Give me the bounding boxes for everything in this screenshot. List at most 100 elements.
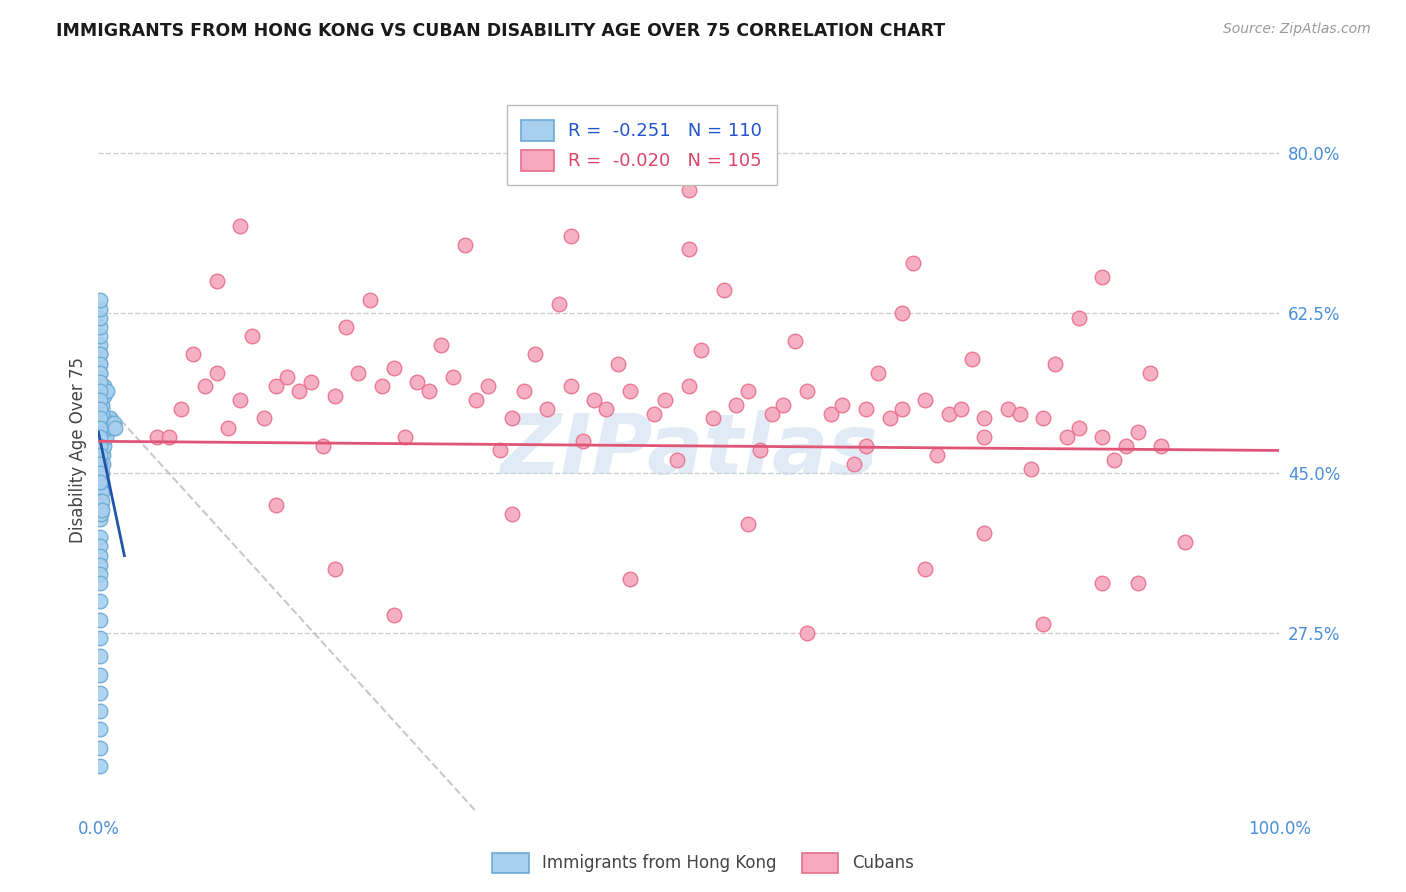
Point <box>89 475 111 490</box>
Point <box>89 375 111 389</box>
Point <box>90 467 112 481</box>
Point <box>170 402 193 417</box>
Point <box>1021 462 1043 476</box>
Point <box>866 366 889 380</box>
Point <box>524 347 547 361</box>
Point <box>91 439 114 453</box>
Point <box>938 407 960 421</box>
Point <box>666 452 689 467</box>
Point <box>560 379 582 393</box>
Point <box>90 457 112 471</box>
Point <box>678 379 700 393</box>
Point <box>914 393 936 408</box>
Point <box>1043 357 1066 371</box>
Point <box>90 420 112 434</box>
Point <box>89 393 111 408</box>
Point <box>94 411 117 425</box>
Point <box>89 402 111 417</box>
Point <box>91 484 114 499</box>
Point <box>93 411 115 425</box>
Point <box>501 411 523 425</box>
Point <box>89 357 111 371</box>
Point <box>785 334 807 348</box>
Point <box>89 704 111 718</box>
Point <box>91 420 114 434</box>
Point <box>89 347 111 361</box>
Point <box>98 416 121 430</box>
Point <box>89 357 111 371</box>
Point <box>157 430 180 444</box>
Point <box>89 293 111 307</box>
Point <box>91 420 114 434</box>
Point <box>89 503 111 517</box>
Point <box>748 443 770 458</box>
Point <box>91 388 114 402</box>
Point <box>89 430 111 444</box>
Y-axis label: Disability Age Over 75: Disability Age Over 75 <box>69 358 87 543</box>
Point <box>91 430 114 444</box>
Point <box>441 370 464 384</box>
Point <box>855 402 877 417</box>
Point <box>97 420 120 434</box>
Point <box>90 388 112 402</box>
Point <box>229 219 252 234</box>
Text: IMMIGRANTS FROM HONG KONG VS CUBAN DISABILITY AGE OVER 75 CORRELATION CHART: IMMIGRANTS FROM HONG KONG VS CUBAN DISAB… <box>56 22 945 40</box>
Point <box>335 320 357 334</box>
Point <box>194 379 217 393</box>
Point <box>890 402 912 417</box>
Point <box>89 329 111 343</box>
Point <box>91 379 114 393</box>
Point <box>240 329 263 343</box>
Point <box>91 379 114 393</box>
Point <box>91 448 114 462</box>
Point <box>89 613 111 627</box>
Point <box>1091 576 1114 591</box>
Point <box>89 686 111 700</box>
Point <box>91 457 114 471</box>
Point <box>418 384 440 398</box>
Point <box>512 384 534 398</box>
Point <box>89 594 111 608</box>
Point <box>844 457 866 471</box>
Point <box>101 420 124 434</box>
Point <box>678 242 700 256</box>
Point <box>1150 439 1173 453</box>
Point <box>96 420 118 434</box>
Legend: R =  -0.251   N = 110, R =  -0.020   N = 105: R = -0.251 N = 110, R = -0.020 N = 105 <box>506 105 776 185</box>
Point <box>89 366 111 380</box>
Point <box>1102 452 1125 467</box>
Point <box>89 301 111 316</box>
Point <box>713 284 735 298</box>
Point <box>93 439 115 453</box>
Point <box>89 439 111 453</box>
Point <box>94 430 117 444</box>
Point <box>181 347 204 361</box>
Point <box>725 398 748 412</box>
Point <box>89 512 111 526</box>
Point <box>855 439 877 453</box>
Point <box>90 475 112 490</box>
Point <box>91 467 114 481</box>
Point <box>104 420 127 434</box>
Point <box>560 228 582 243</box>
Point <box>820 407 842 421</box>
Point <box>264 499 287 513</box>
Point <box>93 430 115 444</box>
Point <box>548 297 571 311</box>
Point <box>89 448 111 462</box>
Point <box>89 320 111 334</box>
Point <box>430 338 453 352</box>
Point <box>890 306 912 320</box>
Point <box>91 407 114 421</box>
Point <box>93 388 115 402</box>
Point <box>89 366 111 380</box>
Point <box>89 384 111 398</box>
Point <box>737 384 759 398</box>
Point <box>90 439 112 453</box>
Point <box>96 411 118 425</box>
Point <box>205 274 228 288</box>
Point <box>91 430 114 444</box>
Text: ZIPatlas: ZIPatlas <box>501 410 877 491</box>
Point <box>89 393 111 408</box>
Point <box>1067 420 1090 434</box>
